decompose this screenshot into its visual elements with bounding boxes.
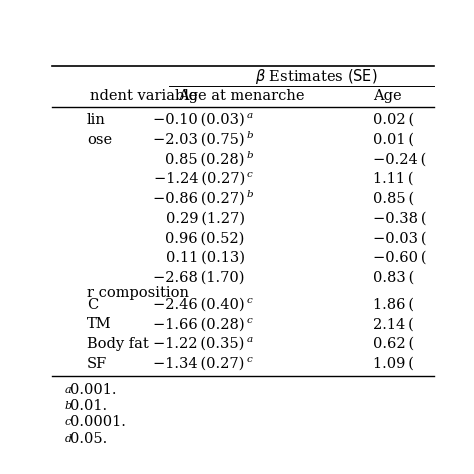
Text: C: C: [87, 298, 98, 312]
Text: 0.0001.: 0.0001.: [70, 415, 126, 429]
Text: 0.29 (1.27): 0.29 (1.27): [166, 211, 245, 226]
Text: 0.96 (0.52): 0.96 (0.52): [165, 231, 245, 245]
Text: 0.11 (0.13): 0.11 (0.13): [166, 251, 245, 265]
Text: −1.22 (0.35): −1.22 (0.35): [154, 337, 245, 351]
Text: a: a: [65, 385, 72, 395]
Text: 1.11 (: 1.11 (: [374, 172, 414, 186]
Text: c: c: [246, 316, 252, 325]
Text: −0.03 (: −0.03 (: [374, 231, 427, 245]
Text: −1.66 (0.28): −1.66 (0.28): [153, 318, 245, 331]
Text: 0.85 (0.28): 0.85 (0.28): [165, 153, 245, 166]
Text: b: b: [246, 131, 253, 140]
Text: 0.001.: 0.001.: [70, 383, 117, 397]
Text: −2.68 (1.70): −2.68 (1.70): [153, 271, 245, 285]
Text: a: a: [246, 335, 253, 344]
Text: c: c: [246, 355, 252, 364]
Text: 0.62 (: 0.62 (: [374, 337, 414, 351]
Text: 1.09 (: 1.09 (: [374, 357, 414, 371]
Text: c: c: [65, 418, 71, 428]
Text: TM: TM: [87, 318, 111, 331]
Text: 0.05.: 0.05.: [70, 432, 108, 446]
Text: c: c: [246, 296, 252, 305]
Text: 0.02 (: 0.02 (: [374, 113, 414, 127]
Text: SF: SF: [87, 357, 107, 371]
Text: 0.01 (: 0.01 (: [374, 133, 414, 147]
Text: 0.83 (: 0.83 (: [374, 271, 415, 285]
Text: 0.01.: 0.01.: [70, 399, 108, 413]
Text: b: b: [65, 401, 72, 411]
Text: −0.86 (0.27): −0.86 (0.27): [153, 192, 245, 206]
Text: −2.03 (0.75): −2.03 (0.75): [153, 133, 245, 147]
Text: b: b: [246, 151, 253, 160]
Text: −0.10 (0.03): −0.10 (0.03): [153, 113, 245, 127]
Text: r composition: r composition: [87, 286, 189, 300]
Text: Age at menarche: Age at menarche: [178, 89, 304, 103]
Text: ndent variable: ndent variable: [91, 89, 198, 103]
Text: 0.85 (: 0.85 (: [374, 192, 414, 206]
Text: 2.14 (: 2.14 (: [374, 318, 414, 331]
Text: −1.24 (0.27): −1.24 (0.27): [154, 172, 245, 186]
Text: −0.60 (: −0.60 (: [374, 251, 427, 265]
Text: b: b: [246, 190, 253, 199]
Text: d: d: [65, 434, 72, 444]
Text: a: a: [246, 111, 253, 120]
Text: Body fat: Body fat: [87, 337, 148, 351]
Text: Age: Age: [374, 89, 402, 103]
Text: −0.38 (: −0.38 (: [374, 211, 427, 226]
Text: lin: lin: [87, 113, 106, 127]
Text: $\beta$ Estimates $\mathrm{(SE)}$: $\beta$ Estimates $\mathrm{(SE)}$: [255, 67, 378, 86]
Text: ose: ose: [87, 133, 112, 147]
Text: 1.86 (: 1.86 (: [374, 298, 414, 312]
Text: −2.46 (0.40): −2.46 (0.40): [153, 298, 245, 312]
Text: c: c: [246, 170, 252, 179]
Text: −1.34 (0.27): −1.34 (0.27): [154, 357, 245, 371]
Text: −0.24 (: −0.24 (: [374, 153, 427, 166]
